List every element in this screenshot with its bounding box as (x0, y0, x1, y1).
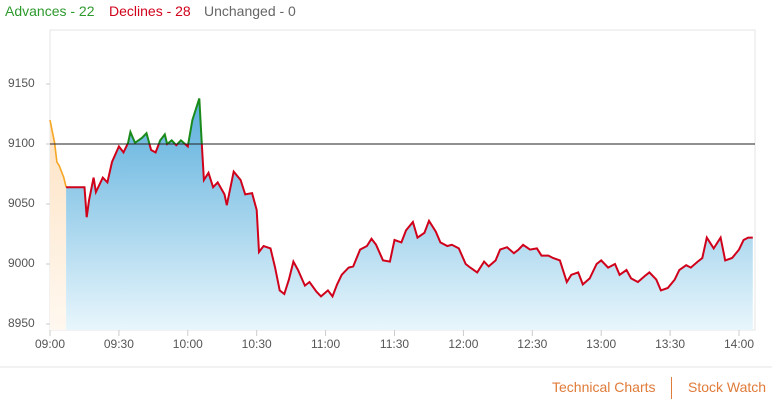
line-above (126, 98, 203, 144)
x-tick-label: 09:30 (104, 337, 134, 351)
stock-watch-link[interactable]: Stock Watch (688, 379, 767, 395)
advances: Advances - 22 (5, 3, 95, 19)
technical-charts-link[interactable]: Technical Charts (552, 379, 656, 395)
y-tick-label: 9150 (8, 76, 35, 90)
x-tick-label: 11:30 (380, 337, 409, 351)
y-tick-label: 8950 (8, 316, 35, 330)
chart: 8950 9000 9050 9100 9150 09:00 09:30 10:00 10:30… (0, 29, 772, 368)
x-tick-label: 10:00 (173, 337, 203, 351)
y-tick-label: 9000 (8, 256, 35, 270)
x-tick-label: 13:30 (655, 337, 685, 351)
line (49, 119, 67, 188)
x-tick-label: 12:30 (517, 337, 547, 351)
y-tick-label: 9100 (8, 136, 35, 150)
area (66, 98, 753, 331)
x-tick-label: 10:30 (242, 337, 272, 351)
unchanged: Unchanged - 0 (204, 3, 296, 19)
x-tick-label: 11:00 (311, 337, 340, 351)
x-tick-label: 09:00 (35, 337, 65, 351)
area (50, 120, 67, 330)
link-divider (671, 377, 672, 399)
line (66, 144, 753, 299)
declines: Declines - 28 (109, 3, 191, 19)
x-tick-label: 12:00 (448, 337, 478, 351)
x-tick-label: 13:00 (586, 337, 616, 351)
y-tick-label: 9050 (8, 196, 35, 210)
x-tick-label: 14:00 (724, 337, 754, 351)
